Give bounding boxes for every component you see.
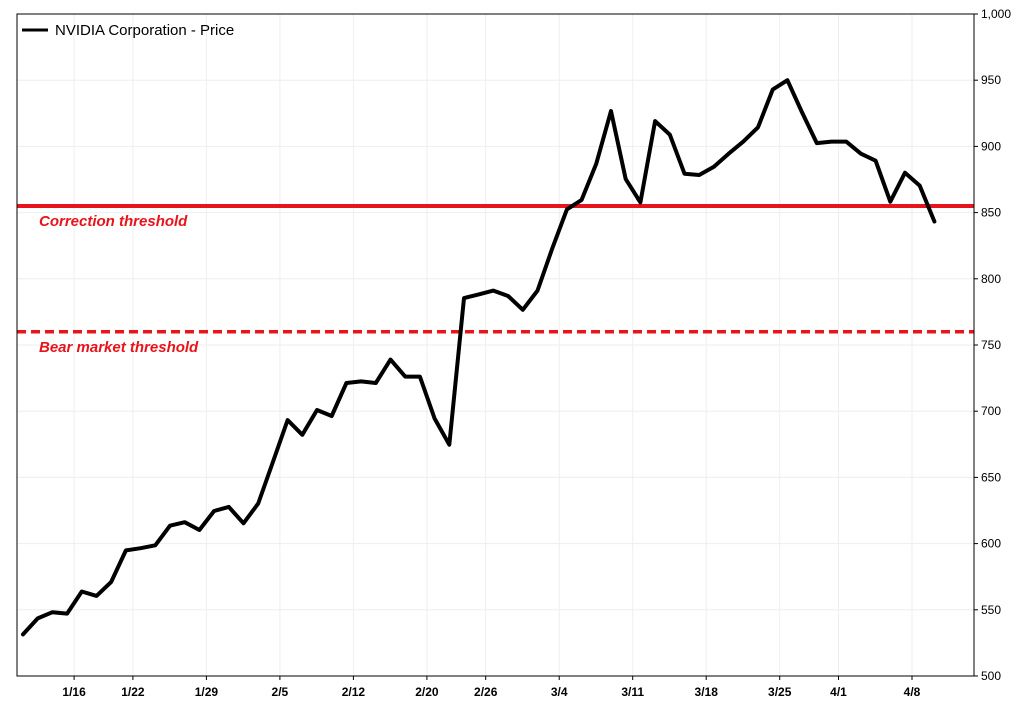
y-tick-label: 500 bbox=[981, 669, 1001, 683]
price-series-line bbox=[21, 78, 937, 637]
x-tick-label: 1/29 bbox=[195, 685, 219, 699]
y-tick-label: 800 bbox=[981, 272, 1001, 286]
x-tick-label: 3/25 bbox=[768, 685, 792, 699]
legend-label: NVIDIA Corporation - Price bbox=[55, 22, 234, 39]
series-layer bbox=[21, 78, 937, 637]
legend: NVIDIA Corporation - Price bbox=[22, 22, 234, 39]
threshold-label: Correction threshold bbox=[39, 213, 188, 230]
x-tick-label: 1/22 bbox=[121, 685, 145, 699]
reference-lines: Correction threshold Bear market threshol… bbox=[17, 203, 974, 356]
threshold-label: Bear market threshold bbox=[39, 339, 199, 356]
y-tick-label: 600 bbox=[981, 537, 1001, 551]
y-tick-label: 550 bbox=[981, 603, 1001, 617]
y-tick-label: 750 bbox=[981, 338, 1001, 352]
x-tick-label: 1/16 bbox=[62, 685, 86, 699]
x-tick-label: 3/18 bbox=[695, 685, 719, 699]
y-tick-label: 950 bbox=[981, 73, 1001, 87]
y-tick-label: 900 bbox=[981, 139, 1001, 153]
y-tick-label: 700 bbox=[981, 404, 1001, 418]
x-tick-label: 2/5 bbox=[272, 685, 289, 699]
x-tick-label: 2/12 bbox=[342, 685, 366, 699]
x-tick-label: 4/8 bbox=[904, 685, 921, 699]
x-tick-label: 2/20 bbox=[415, 685, 439, 699]
y-tick-label: 650 bbox=[981, 470, 1001, 484]
x-tick-label: 2/26 bbox=[474, 685, 498, 699]
x-tick-label: 3/4 bbox=[551, 685, 568, 699]
grid bbox=[17, 14, 974, 676]
axes: 500 550 600 650 700 750 800 850 900 950 1,000 1/16 1… bbox=[62, 7, 1011, 699]
y-tick-label: 850 bbox=[981, 206, 1001, 220]
y-tick-label: 1,000 bbox=[981, 7, 1011, 21]
x-tick-label: 3/11 bbox=[621, 685, 644, 699]
x-tick-label: 4/1 bbox=[830, 685, 847, 699]
